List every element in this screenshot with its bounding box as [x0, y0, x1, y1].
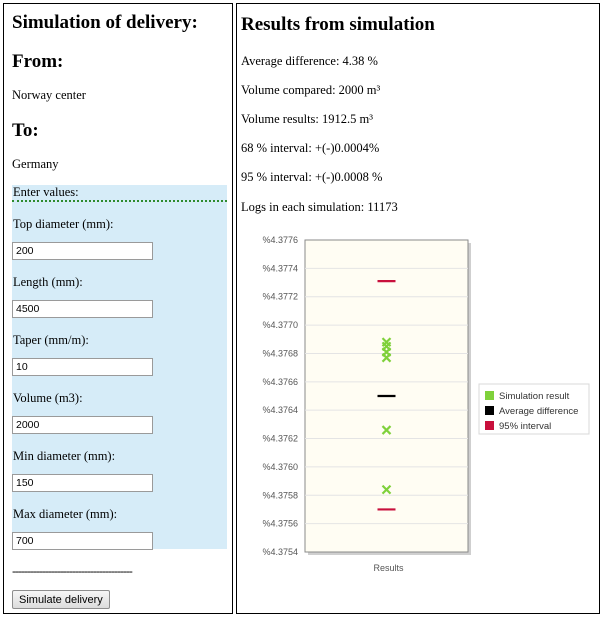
max-diameter-label: Max diameter (mm): — [13, 507, 118, 521]
length-label: Length (mm): — [13, 275, 83, 289]
legend-label: Simulation result — [499, 391, 570, 402]
results-title: Results from simulation — [241, 14, 435, 35]
legend-swatch — [485, 391, 494, 400]
from-heading: From: — [12, 51, 64, 72]
stat-95-interval: 95 % interval: +(-)0.0008 % — [241, 170, 383, 184]
y-tick-label: %4.3760 — [262, 462, 298, 472]
simulation-result-point — [381, 425, 392, 435]
results-chart: %4.3776 %4.3774 %4.3772 %4.3770 %4.3768 %4.37… — [262, 235, 590, 573]
delivery-form-panel: Simulation of delivery: From: Norway cen… — [3, 3, 233, 614]
taper-input[interactable] — [12, 358, 153, 376]
y-tick-label: %4.3762 — [262, 434, 298, 444]
y-tick-label: %4.3758 — [262, 490, 298, 500]
length-input[interactable] — [12, 300, 153, 318]
top-diameter-label: Top diameter (mm): — [13, 217, 114, 231]
dashed-separator: ---------------------------------------- — [12, 564, 133, 578]
y-tick-label: %4.3772 — [262, 292, 298, 302]
y-tick-label: %4.3774 — [262, 263, 298, 273]
simulation-result-point — [381, 484, 392, 495]
legend-label: 95% interval — [499, 421, 551, 432]
legend-swatch — [485, 421, 494, 430]
stat-average-difference: Average difference: 4.38 % — [241, 54, 378, 68]
dotted-divider — [12, 200, 227, 202]
top-diameter-input[interactable] — [12, 242, 153, 260]
stat-68-interval: 68 % interval: +(-)0.0004% — [241, 141, 380, 155]
min-diameter-input[interactable] — [12, 474, 153, 492]
legend-label: Average difference — [499, 406, 578, 417]
input-form: Enter values: Top diameter (mm): Length … — [12, 185, 227, 550]
y-tick-label: %4.3776 — [262, 235, 298, 245]
to-value: Germany — [12, 157, 59, 171]
simulate-delivery-button[interactable]: Simulate delivery — [12, 590, 110, 609]
max-diameter-input[interactable] — [12, 532, 153, 550]
volume-input[interactable] — [12, 416, 153, 434]
y-tick-label: %4.3756 — [262, 519, 298, 529]
y-tick-label: %4.3766 — [262, 377, 298, 387]
simulation-result-point — [381, 352, 392, 363]
results-panel: Results from simulation Average differen… — [236, 3, 600, 614]
y-tick-label: %4.3770 — [262, 320, 298, 330]
stat-volume-results: Volume results: 1912.5 m³ — [241, 112, 373, 126]
stat-logs-per-simulation: Logs in each simulation: 11173 — [241, 200, 398, 214]
stat-volume-compared: Volume compared: 2000 m³ — [241, 83, 381, 97]
taper-label: Taper (mm/m): — [13, 333, 89, 347]
legend-swatch — [485, 406, 494, 415]
x-tick-label: Results — [373, 563, 404, 573]
page-title: Simulation of delivery: — [12, 12, 198, 33]
y-tick-label: %4.3764 — [262, 405, 298, 415]
to-heading: To: — [12, 120, 39, 141]
legend — [478, 383, 590, 435]
from-value: Norway center — [12, 88, 86, 102]
volume-label: Volume (m3): — [13, 391, 83, 405]
y-tick-label: %4.3768 — [262, 348, 298, 358]
y-tick-label: %4.3754 — [262, 547, 298, 557]
min-diameter-label: Min diameter (mm): — [13, 449, 116, 463]
enter-values-label: Enter values: — [13, 185, 79, 199]
